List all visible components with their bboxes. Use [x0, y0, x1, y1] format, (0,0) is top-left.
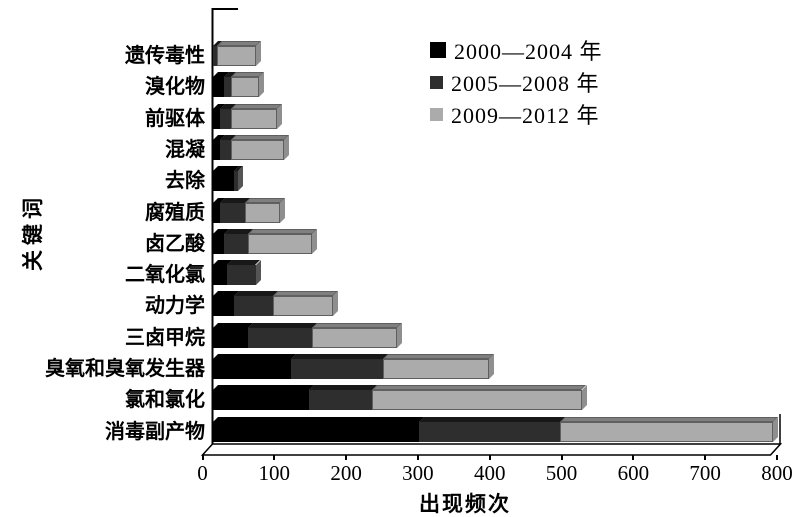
bar-segment-side-face — [276, 103, 282, 129]
bar-segment — [213, 359, 291, 379]
bar-segment — [213, 421, 419, 442]
x-tick-mark — [704, 455, 707, 460]
legend-row: 2005—2008 年 — [430, 66, 603, 98]
bar-segment — [213, 77, 224, 98]
category-label: 三卤甲烷 — [125, 326, 205, 349]
bar-segment — [220, 108, 231, 129]
x-tick-label: 200 — [330, 461, 362, 485]
bar-segment — [234, 171, 238, 192]
bar-segment — [248, 233, 313, 254]
bar-segment — [290, 359, 384, 379]
bar-segment — [213, 171, 235, 192]
category-label: 溴化物 — [145, 76, 205, 99]
bar-segment — [234, 296, 274, 317]
category-label: 动力学 — [145, 295, 205, 318]
legend-label: 2000—2004 年 — [454, 39, 603, 64]
category-label: 消毒副产物 — [105, 420, 205, 443]
legend-label: 2009—2012 年 — [451, 103, 600, 128]
legend-swatch-icon — [430, 75, 443, 89]
x-tick-label: 500 — [545, 461, 578, 485]
bar-segment — [312, 327, 398, 348]
bar-segment — [220, 202, 245, 223]
bar-segment — [220, 139, 231, 160]
category-label: 二氧化氯 — [125, 264, 205, 287]
legend-swatch-icon — [430, 107, 443, 121]
bar-segment — [223, 77, 231, 98]
x-tick-label: 300 — [402, 461, 434, 485]
bar-segment — [560, 421, 773, 442]
bar-segment — [273, 296, 334, 317]
x-tick-mark — [345, 455, 348, 460]
bar-segment — [213, 265, 228, 286]
legend: 2000—2004 年 2005—2008 年 2009—2012 年 — [430, 34, 603, 130]
bar-segment — [383, 359, 490, 379]
bar-segment — [230, 139, 284, 160]
legend-row: 2000—2004 年 — [430, 34, 603, 66]
category-label: 氯和氯化 — [125, 389, 205, 412]
x-axis-title: 出现频次 — [419, 492, 511, 516]
x-tick-mark — [273, 455, 276, 460]
bar-segment — [213, 108, 221, 129]
x-tick-label: 800 — [761, 461, 793, 485]
x-tick-mark — [201, 455, 204, 460]
bar-segment — [308, 390, 373, 411]
x-tick-label: 600 — [617, 461, 650, 485]
x-tick-mark — [416, 455, 419, 460]
bar-segment — [227, 265, 256, 286]
bar-segment — [213, 46, 217, 66]
category-label: 混凝 — [165, 138, 205, 161]
x-tick-label: 400 — [473, 461, 506, 485]
bar-segment — [213, 390, 309, 411]
x-tick-mark — [775, 455, 778, 460]
category-label: 遗传毒性 — [125, 45, 205, 67]
bar-segment — [372, 390, 582, 411]
x-tick-mark — [488, 455, 491, 460]
bar-segment — [213, 327, 249, 348]
category-label: 臭氧和臭氧发生器 — [45, 358, 205, 380]
x-tick-label: 100 — [258, 461, 291, 485]
x-tick-mark — [560, 455, 563, 460]
bar-segment — [418, 421, 561, 442]
bar-segment — [244, 202, 281, 223]
category-label: 前驱体 — [145, 107, 205, 130]
bar-segment — [216, 46, 256, 66]
legend-label: 2005—2008 年 — [451, 71, 600, 96]
bar-segment — [230, 108, 277, 129]
category-label: 腐殖质 — [145, 201, 205, 224]
bar-segment — [213, 233, 224, 254]
bar-segment — [213, 296, 235, 317]
x-tick-label: 700 — [689, 461, 721, 485]
category-label: 卤乙酸 — [145, 232, 205, 255]
bar-segment — [213, 139, 221, 160]
floor-3d — [200, 443, 783, 456]
legend-row: 2009—2012 年 — [430, 98, 603, 130]
bar-segment — [213, 202, 221, 223]
x-tick-label: 0 — [197, 461, 208, 485]
bar-segment — [230, 77, 260, 98]
bar-segment — [248, 327, 313, 348]
legend-swatch-icon — [430, 42, 446, 58]
category-label: 去除 — [165, 170, 205, 193]
x-tick-mark — [632, 455, 635, 460]
bar-segment — [223, 233, 249, 254]
